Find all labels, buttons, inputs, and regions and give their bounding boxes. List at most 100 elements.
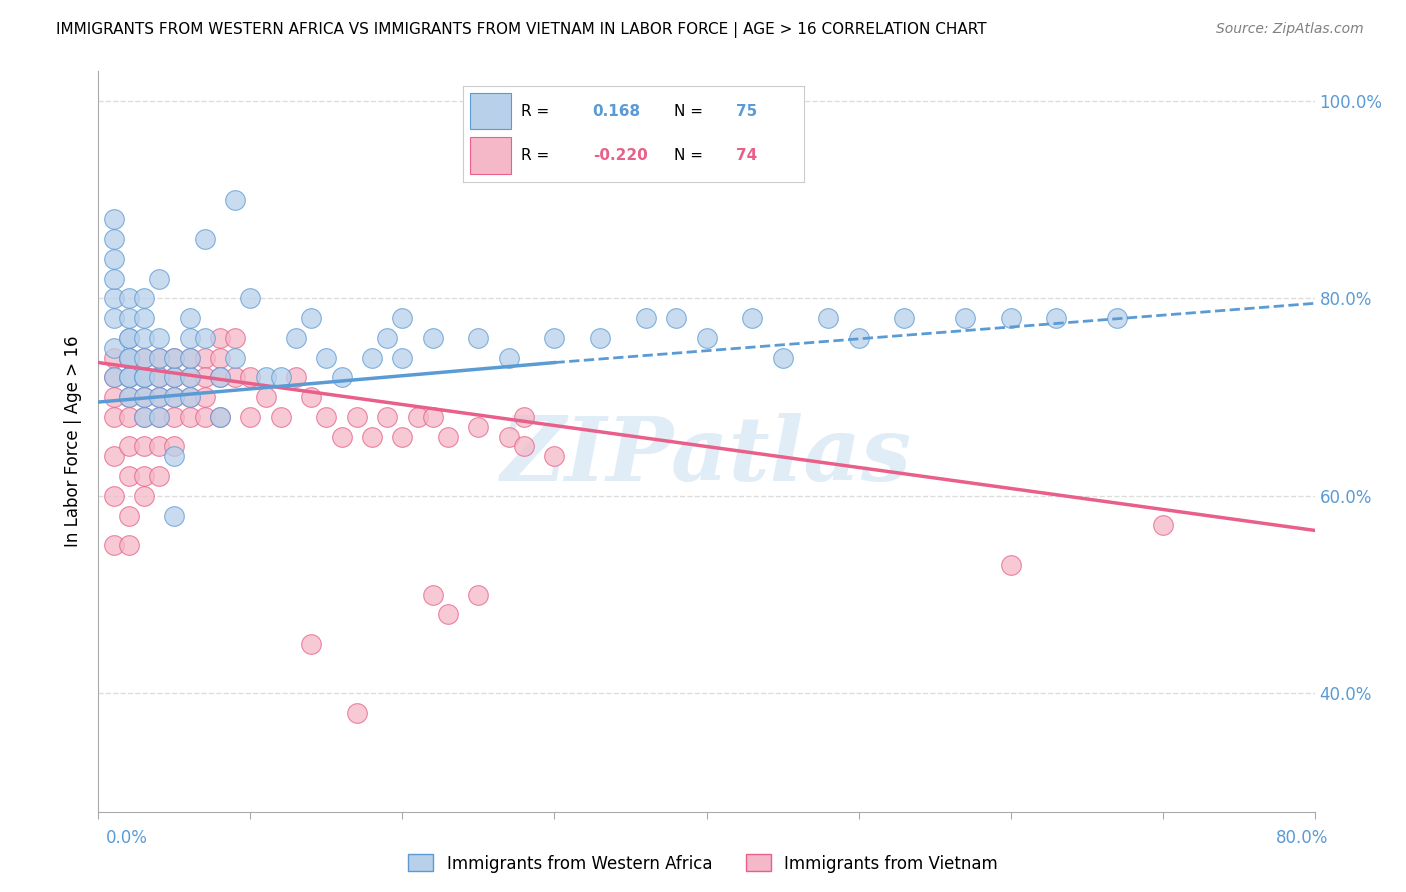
Point — [132, 370, 155, 384]
Point — [163, 450, 186, 464]
Point — [132, 351, 155, 365]
Point — [239, 292, 262, 306]
Point — [209, 409, 232, 424]
Point — [148, 351, 170, 365]
Point — [179, 370, 201, 384]
Point — [194, 331, 217, 345]
Point — [132, 351, 155, 365]
Point — [132, 292, 155, 306]
Point — [132, 409, 155, 424]
Point — [1000, 558, 1022, 572]
Point — [194, 390, 217, 404]
Point — [634, 311, 657, 326]
Point — [179, 331, 201, 345]
Text: ZIPatlas: ZIPatlas — [501, 413, 912, 500]
Point — [179, 351, 201, 365]
Point — [467, 419, 489, 434]
Point — [103, 390, 125, 404]
Text: 0.0%: 0.0% — [105, 829, 148, 847]
Point — [118, 409, 141, 424]
Point — [422, 588, 444, 602]
Text: 80.0%: 80.0% — [1277, 829, 1329, 847]
Point — [848, 331, 870, 345]
Point — [148, 370, 170, 384]
Point — [118, 390, 141, 404]
Point — [132, 489, 155, 503]
Point — [513, 440, 536, 454]
Point — [209, 331, 232, 345]
Point — [315, 351, 337, 365]
Point — [893, 311, 915, 326]
Point — [103, 232, 125, 246]
Point — [422, 409, 444, 424]
Point — [254, 370, 277, 384]
Point — [224, 351, 246, 365]
Point — [437, 607, 460, 622]
Point — [254, 390, 277, 404]
Point — [422, 331, 444, 345]
Point — [118, 292, 141, 306]
Point — [589, 331, 612, 345]
Point — [194, 351, 217, 365]
Point — [513, 409, 536, 424]
Point — [118, 440, 141, 454]
Point — [375, 409, 398, 424]
Point — [163, 390, 186, 404]
Point — [163, 370, 186, 384]
Point — [118, 331, 141, 345]
Point — [1045, 311, 1067, 326]
Point — [299, 637, 322, 651]
Point — [132, 469, 155, 483]
Point — [239, 409, 262, 424]
Point — [270, 370, 292, 384]
Point — [163, 390, 186, 404]
Point — [148, 390, 170, 404]
Point — [406, 409, 429, 424]
Point — [467, 331, 489, 345]
Point — [391, 351, 413, 365]
Point — [132, 370, 155, 384]
Point — [285, 331, 308, 345]
Point — [118, 469, 141, 483]
Point — [346, 409, 368, 424]
Point — [148, 351, 170, 365]
Point — [103, 409, 125, 424]
Point — [118, 351, 141, 365]
Point — [118, 370, 141, 384]
Point — [132, 409, 155, 424]
Point — [543, 331, 565, 345]
Point — [118, 370, 141, 384]
Point — [498, 429, 520, 443]
Point — [270, 409, 292, 424]
Point — [299, 311, 322, 326]
Point — [179, 390, 201, 404]
Point — [163, 351, 186, 365]
Point — [118, 538, 141, 552]
Point — [1152, 518, 1174, 533]
Point — [103, 212, 125, 227]
Point — [163, 508, 186, 523]
Legend: Immigrants from Western Africa, Immigrants from Vietnam: Immigrants from Western Africa, Immigran… — [402, 847, 1004, 880]
Point — [132, 311, 155, 326]
Text: IMMIGRANTS FROM WESTERN AFRICA VS IMMIGRANTS FROM VIETNAM IN LABOR FORCE | AGE >: IMMIGRANTS FROM WESTERN AFRICA VS IMMIGR… — [56, 22, 987, 38]
Point — [330, 370, 353, 384]
Point — [103, 311, 125, 326]
Point — [209, 409, 232, 424]
Point — [239, 370, 262, 384]
Point — [163, 351, 186, 365]
Point — [118, 351, 141, 365]
Point — [103, 271, 125, 285]
Point — [696, 331, 718, 345]
Point — [179, 351, 201, 365]
Point — [132, 370, 155, 384]
Point — [391, 311, 413, 326]
Point — [375, 331, 398, 345]
Point — [741, 311, 763, 326]
Point — [194, 370, 217, 384]
Point — [772, 351, 794, 365]
Point — [543, 450, 565, 464]
Point — [148, 271, 170, 285]
Point — [118, 351, 141, 365]
Point — [361, 429, 384, 443]
Point — [103, 370, 125, 384]
